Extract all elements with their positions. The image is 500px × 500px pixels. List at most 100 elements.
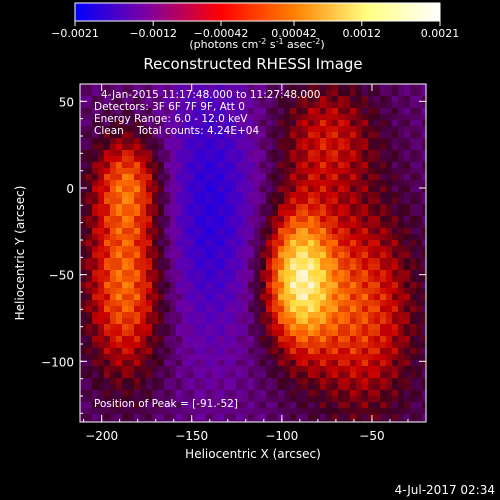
heatmap-cell [254,336,261,343]
heatmap-cell [422,330,426,337]
heatmap-cell [410,150,417,157]
heatmap-cell [194,240,201,247]
heatmap-cell [248,384,255,391]
heatmap-cell [272,216,279,223]
heatmap-cell [260,168,267,175]
heatmap-cell [248,360,255,367]
heatmap-cell [326,312,333,319]
heatmap-cell [146,168,153,175]
heatmap-cell [218,210,225,217]
heatmap-cell [86,366,93,373]
heatmap-cell [248,288,255,295]
heatmap-cell [152,174,159,181]
heatmap-cell [386,144,393,151]
heatmap-cell [398,336,405,343]
heatmap-cell [188,228,195,235]
heatmap-cell [374,378,381,385]
heatmap-cell [92,420,99,422]
heatmap-cell [302,168,309,175]
heatmap-cell [260,312,267,319]
heatmap-cell [338,198,345,205]
heatmap-cell [248,132,255,139]
heatmap-cell [194,324,201,331]
heatmap-cell [146,378,153,385]
heatmap-cell [356,348,363,355]
heatmap-cell [284,246,291,253]
heatmap-cell [410,108,417,115]
heatmap-cell [320,162,327,169]
heatmap-cell [140,324,147,331]
heatmap-cell [122,90,129,97]
heatmap-cell [86,204,93,211]
heatmap-cell [128,120,135,127]
heatmap-cell [362,354,369,361]
heatmap-cell [308,408,315,415]
heatmap-cell [200,240,207,247]
heatmap-cell [386,396,393,403]
heatmap-cell [302,102,309,109]
heatmap-cell [158,126,165,133]
heatmap-cell [188,360,195,367]
heatmap-cell [128,264,135,271]
heatmap-cell [416,210,423,217]
heatmap-cell [266,84,273,91]
heatmap-cell [398,276,405,283]
heatmap-cell [320,192,327,199]
heatmap-cell [104,372,111,379]
heatmap-cell [296,222,303,229]
heatmap-cell [122,126,129,133]
heatmap-cell [386,114,393,121]
heatmap-cell [260,336,267,343]
heatmap-cell [326,294,333,301]
heatmap-cell [206,198,213,205]
heatmap-cell [104,150,111,157]
heatmap-cell [110,270,117,277]
heatmap-cell [356,354,363,361]
heatmap-cell [284,378,291,385]
heatmap-cell [350,378,357,385]
heatmap-cell [242,204,249,211]
heatmap-cell [188,384,195,391]
heatmap-cell [290,306,297,313]
heatmap-cell [122,246,129,253]
heatmap-cell [404,120,411,127]
heatmap-cell [92,132,99,139]
heatmap-cell [260,420,267,422]
heatmap-cell [122,276,129,283]
heatmap-cell [308,96,315,103]
heatmap-cell [404,288,411,295]
heatmap-cell [332,186,339,193]
heatmap-cell [170,192,177,199]
heatmap-cell [128,228,135,235]
heatmap-cell [260,270,267,277]
heatmap-cell [230,258,237,265]
heatmap-cell [128,198,135,205]
heatmap-cell [104,192,111,199]
heatmap-cell [290,378,297,385]
heatmap-cell [158,282,165,289]
heatmap-cell [284,348,291,355]
heatmap-cell [272,300,279,307]
heatmap-cell [344,162,351,169]
heatmap-cell [176,312,183,319]
heatmap-cell [152,228,159,235]
heatmap-cell [248,102,255,109]
heatmap-cell [398,414,405,421]
heatmap-cell [302,390,309,397]
heatmap-cell [248,330,255,337]
heatmap-cell [170,156,177,163]
heatmap-cell [194,312,201,319]
heatmap-cell [86,288,93,295]
heatmap-cell [242,366,249,373]
heatmap-cell [308,84,315,91]
heatmap-cell [236,300,243,307]
heatmap-cell [218,228,225,235]
heatmap-cell [158,420,165,422]
heatmap-cell [338,114,345,121]
heatmap-cell [392,312,399,319]
heatmap-cell [290,318,297,325]
heatmap-cell [260,264,267,271]
heatmap-cell [230,240,237,247]
heatmap-cell [176,246,183,253]
heatmap-cell [140,156,147,163]
